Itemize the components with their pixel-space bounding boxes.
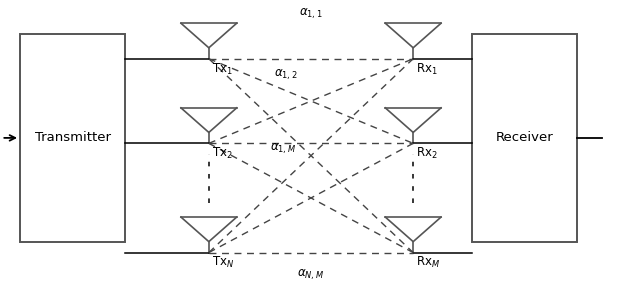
Bar xyxy=(472,34,577,242)
Text: $\alpha_{N,M}$: $\alpha_{N,M}$ xyxy=(297,267,325,282)
Text: $\alpha_{1,2}$: $\alpha_{1,2}$ xyxy=(274,68,298,82)
Text: Transmitter: Transmitter xyxy=(35,131,111,144)
Bar xyxy=(20,34,125,242)
Text: $\alpha_{1,M}$: $\alpha_{1,M}$ xyxy=(270,142,296,156)
Text: Tx$_1$: Tx$_1$ xyxy=(212,61,233,77)
Text: $\alpha_{1,1}$: $\alpha_{1,1}$ xyxy=(299,7,323,21)
Text: Tx$_2$: Tx$_2$ xyxy=(212,146,233,161)
Text: Rx$_2$: Rx$_2$ xyxy=(416,146,438,161)
Text: Rx$_M$: Rx$_M$ xyxy=(416,255,440,270)
Text: Rx$_1$: Rx$_1$ xyxy=(416,61,438,77)
Text: Tx$_N$: Tx$_N$ xyxy=(212,255,234,270)
Text: Receiver: Receiver xyxy=(496,131,554,144)
